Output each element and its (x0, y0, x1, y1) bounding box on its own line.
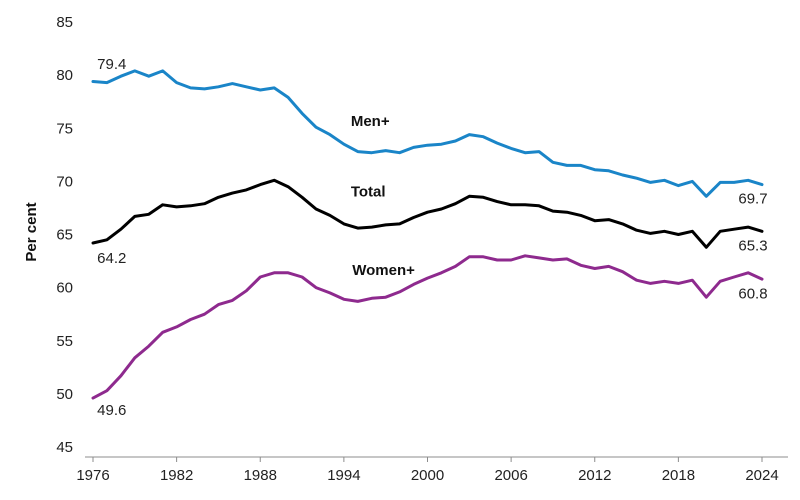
x-tick-label: 2018 (662, 467, 695, 484)
x-tick-label: 2024 (745, 467, 778, 484)
y-tick-label: 50 (56, 386, 73, 403)
series-name-label: Men+ (351, 113, 390, 130)
x-tick-label: 2006 (494, 467, 527, 484)
series-name-label: Total (351, 183, 386, 200)
series-end-value-label: 69.7 (738, 191, 767, 208)
series-start-value-label: 79.4 (97, 56, 126, 73)
series-start-value-label: 49.6 (97, 402, 126, 419)
series-name-label: Women+ (352, 262, 415, 279)
series-line-men (91, 69, 764, 198)
series-line-women (91, 254, 764, 400)
series-start-value-label: 64.2 (97, 250, 126, 267)
y-tick-label: 45 (56, 439, 73, 456)
y-tick-label: 80 (56, 67, 73, 84)
y-tick-label: 75 (56, 120, 73, 137)
y-tick-label: 60 (56, 280, 73, 297)
series-end-value-label: 65.3 (738, 237, 767, 254)
x-tick-label: 1976 (76, 467, 109, 484)
series-group (91, 69, 764, 400)
series-labels: Men+ Total Women+ 79.4 69.7 64.2 65.3 49.6 60.8 (97, 56, 767, 419)
x-tick-label: 1994 (327, 467, 360, 484)
series-line-total (91, 178, 764, 249)
y-tick-label: 65 (56, 227, 73, 244)
x-tick-label: 2012 (578, 467, 611, 484)
x-tick-label: 1988 (244, 467, 277, 484)
y-tick-label: 85 (56, 14, 73, 31)
y-axis-ticks: 45 50 55 60 65 70 75 80 85 (56, 14, 73, 456)
y-axis-title: Per cent (23, 202, 40, 261)
series-end-value-label: 60.8 (738, 285, 767, 302)
x-tick-label: 2000 (411, 467, 444, 484)
y-tick-label: 70 (56, 173, 73, 190)
x-tick-label: 1982 (160, 467, 193, 484)
x-axis-ticks: 1976 1982 1988 1994 2000 2006 2012 2018 2024 (76, 457, 779, 484)
y-tick-label: 55 (56, 333, 73, 350)
